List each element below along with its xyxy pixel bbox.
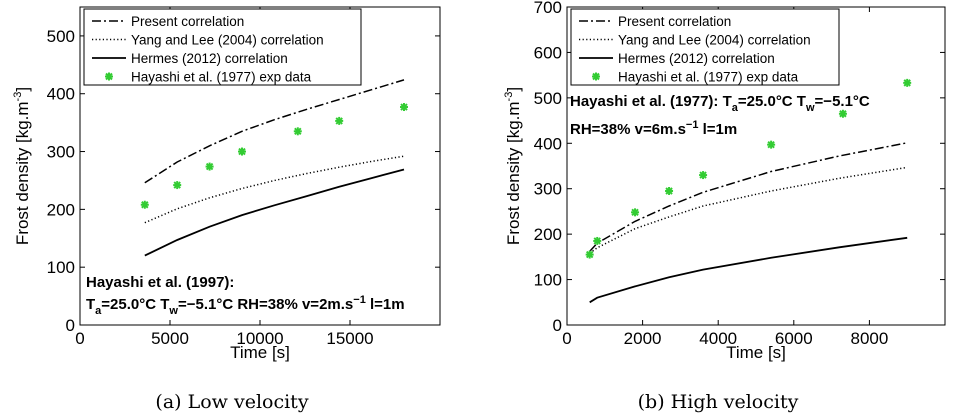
y-axis-label-superscript: -3 [503,92,515,102]
annotation-line-1: Hayashi et al. (1997): [86,274,234,291]
y-tick-label: 100 [534,271,562,290]
y-axis-label: Frost density [kg.m-3] [12,87,32,245]
data-point [173,181,182,190]
legend-marker [105,72,113,81]
chart-panel-b: 0 2000 4000 6000 8000 0 100 200 300 400 500 600 700 T… [503,0,946,413]
data-point [293,127,302,136]
y-tick-label: 400 [534,134,562,153]
y-tick-label: 0 [553,316,562,335]
annotation-line-2: RH=38% v=6m.s−1 l=1m [570,119,737,138]
annotation-line-2: Ta=25.0°C Tw=−5.1°C RH=38% v=2m.s−1 l=1m [86,294,405,317]
data-point [205,162,214,171]
x-tick-label: 0 [562,329,571,348]
figure-caption: (a) Low velocity [155,391,308,413]
x-tick-label: 0 [75,329,84,348]
annotation-subscript: w [168,305,178,317]
plot-frame [566,6,946,326]
data-point [400,103,408,112]
y-tick-label: 200 [47,200,75,219]
y-axis-label-text: Frost density [kg.m [13,101,32,245]
annotation-superscript: −1 [686,119,699,131]
data-point [838,109,847,118]
x-tick-label: 4000 [699,329,737,348]
legend-entry: Yang and Lee (2004) correlation [618,33,811,48]
x-tick-label: 6000 [775,329,813,348]
data-point [585,250,594,259]
annotation-superscript: −1 [353,294,366,306]
series-yang-and-lee-2004-correlation-line [589,166,908,254]
data-point [238,147,246,156]
figure-caption: (b) High velocity [638,391,799,413]
y-tick-label: 100 [47,258,75,277]
chart-panel-a: 0 5000 10000 15000 0 100 200 300 400 500 Time [s] F… [12,6,441,413]
legend-entry: Hermes (2012) correlation [131,51,288,66]
data-point [335,116,344,125]
y-axis-label-text: Frost density [kg.m [504,101,523,245]
x-tick-label: 5000 [151,329,189,348]
x-tick-label: 15000 [326,329,373,348]
data-point [631,208,640,217]
legend: Present correlation Yang and Lee (2004) c… [570,8,840,86]
y-tick-label: 300 [534,180,562,199]
annotation-subscript: w [805,102,815,114]
y-tick-label: 200 [534,225,562,244]
y-axis-label: Frost density [kg.m-3] [503,87,523,245]
annotation-text: RH=38% v=6m.s [570,121,686,138]
legend-entry: Hermes (2012) correlation [618,51,775,66]
data-point [140,200,149,209]
y-tick-label: 400 [47,85,75,104]
y-axis-label-end: ] [13,87,32,92]
y-tick-label: 300 [47,143,75,162]
legend-entry: Yang and Lee (2004) correlation [131,33,324,48]
data-point [699,171,708,180]
y-tick-label: 0 [66,316,75,335]
annotation-text: =−5.1°C [815,93,870,110]
legend-entry: Hayashi et al. (1977) exp data [131,70,312,85]
legend-marker [592,72,600,81]
x-axis-label: Time [s] [230,343,290,362]
annotation-subscript: a [732,102,739,114]
annotation-text: =−5.1°C RH=38% v=2m.s [178,296,353,313]
series-hermes-2012-correlation-line [589,236,908,304]
x-tick-label: 10000 [236,329,283,348]
legend-box [83,8,362,86]
legend: Present correlation Yang and Lee (2004) c… [83,8,362,86]
x-tick-label: 2000 [624,329,662,348]
series-present-correlation-line [144,79,405,184]
annotation-text: l=1m [366,296,405,313]
annotation-subscript: a [95,305,102,317]
series-yang-and-lee-2004-correlation-line [144,155,405,224]
data-point [593,236,602,245]
series-hermes-2012-correlation-line [144,168,405,257]
legend-entry: Present correlation [131,14,244,29]
y-axis-label-superscript: -3 [12,92,24,102]
y-tick-label: 700 [534,0,562,17]
legend-entry: Present correlation [618,14,731,29]
annotation-text: Hayashi et al. (1977): T [570,93,732,110]
y-tick-label: 500 [47,27,75,46]
annotation-text: T [86,296,95,313]
annotation-text: =25.0°C T [738,93,806,110]
data-point [903,78,912,87]
data-point [767,140,776,149]
y-tick-label: 500 [534,89,562,108]
annotation-text: =25.0°C T [101,296,169,313]
annotation-line-1: Hayashi et al. (1977): Ta=25.0°C Tw=−5.1… [570,93,870,114]
series-present-correlation-line [589,142,908,252]
legend-box [570,8,840,86]
annotation-text: l=1m [698,121,737,138]
x-axis-label: Time [s] [726,343,786,362]
y-axis-label-end: ] [504,87,523,92]
y-tick-label: 600 [534,43,562,62]
data-point [665,186,674,195]
x-tick-label: 8000 [850,329,888,348]
legend-entry: Hayashi et al. (1977) exp data [618,70,799,85]
